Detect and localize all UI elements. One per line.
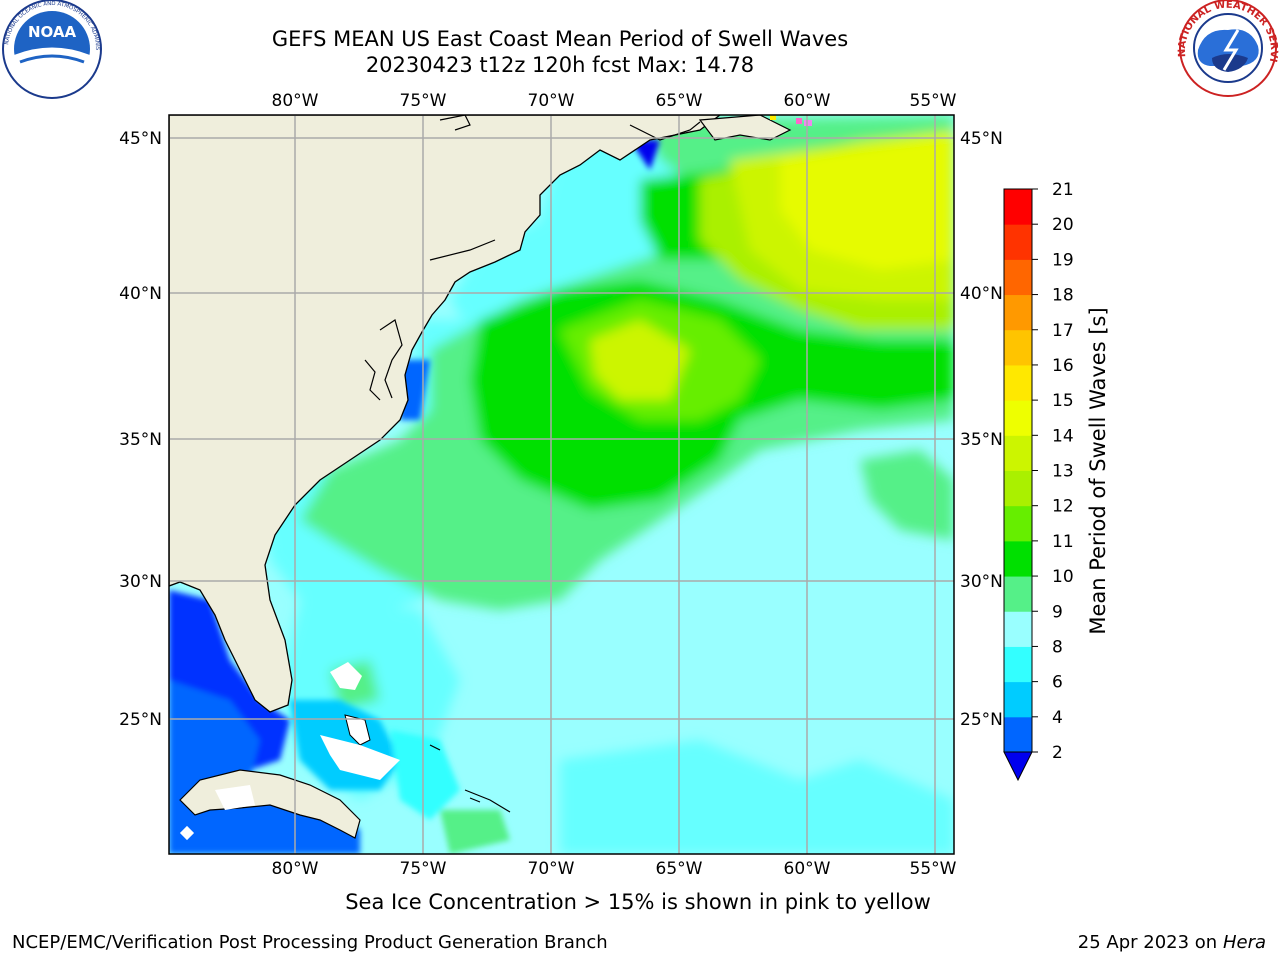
lat-tick-right: 40°N	[960, 284, 1003, 304]
lon-tick-top: 55°W	[910, 91, 957, 111]
title-line-2: 20230423 t12z 120h fcst Max: 14.78	[365, 53, 755, 77]
colorbar-tick-label: 12	[1052, 497, 1074, 517]
colorbar-tick-label: 15	[1052, 391, 1074, 411]
lat-tick-left: 40°N	[119, 284, 162, 304]
lat-tick-left: 30°N	[119, 572, 162, 592]
lon-tick-top: 75°W	[400, 91, 447, 111]
colorbar-tick-label: 4	[1052, 708, 1063, 728]
graticule	[169, 115, 954, 854]
colorbar-tick-label: 8	[1052, 637, 1063, 657]
lon-tick-top: 80°W	[272, 91, 319, 111]
lon-tick-top: 60°W	[784, 91, 831, 111]
credit-left: NCEP/EMC/Verification Post Processing Pr…	[12, 932, 608, 953]
colorbar-segment	[1004, 646, 1032, 683]
colorbar-segment	[1004, 611, 1032, 647]
lat-tick-left: 25°N	[119, 710, 162, 730]
colorbar-segment	[1004, 259, 1032, 296]
svg-text:NATIONAL WEATHER SERVICE: NATIONAL WEATHER SERVICE	[0, 0, 1279, 63]
colorbar-tick-label: 19	[1052, 250, 1074, 270]
lon-tick-top: 65°W	[656, 91, 703, 111]
title-line-1: GEFS MEAN US East Coast Mean Period of S…	[271, 27, 849, 51]
colorbar-tick-label: 20	[1052, 215, 1074, 235]
colorbar-label: Mean Period of Swell Waves [s]	[1086, 307, 1110, 634]
lat-tick-left: 35°N	[119, 430, 162, 450]
colorbar-tick-label: 2	[1052, 743, 1063, 763]
noaa-logo-text: NOAA	[28, 23, 77, 41]
map-area	[169, 115, 954, 854]
lon-tick-bottom: 65°W	[656, 859, 703, 879]
colorbar-tick-label: 14	[1052, 426, 1074, 446]
credit-machine: Hera	[1222, 932, 1266, 953]
land	[169, 115, 792, 841]
colorbar-segment	[1004, 435, 1032, 471]
colorbar-segment	[1004, 540, 1032, 577]
lat-tick-right: 45°N	[960, 129, 1003, 149]
colorbar-tick-label: 9	[1052, 602, 1063, 622]
noaa-logo: NOAA NATIONAL OCEANIC AND ATMOSPHERIC AD…	[0, 0, 102, 99]
colorbar-tick-label: 13	[1052, 462, 1074, 482]
colorbar-segment	[1004, 189, 1032, 225]
map-title: GEFS MEAN US East Coast Mean Period of S…	[160, 26, 960, 78]
colorbar-tick-label: 17	[1052, 321, 1074, 341]
lon-ticks-top: 80°W 75°W 70°W 65°W 60°W 55°W	[272, 91, 957, 111]
colorbar-segment	[1004, 470, 1032, 507]
credit-date: 25 Apr 2023 on	[1077, 932, 1218, 953]
colorbar-tick-label: 18	[1052, 286, 1074, 306]
colorbar: 2 4 6 8 9 10 11 12 13 14 15 16 17 18 19 20 21	[1003, 180, 1074, 782]
colorbar-tick-label: 16	[1052, 356, 1074, 376]
colorbar-segment	[1004, 576, 1032, 612]
credit-right: 25 Apr 2023 on Hera	[1078, 932, 1266, 953]
lat-ticks-left: 45°N 40°N 35°N 30°N 25°N	[119, 129, 162, 730]
lat-tick-right: 25°N	[960, 710, 1003, 730]
colorbar-segment	[1004, 364, 1032, 401]
colorbar-segment	[1004, 681, 1032, 718]
colorbar-segment	[1004, 224, 1032, 260]
lat-tick-right: 30°N	[960, 572, 1003, 592]
colorbar-segment	[1004, 505, 1032, 542]
nws-ring-text: NATIONAL WEATHER SERVICE	[0, 0, 1279, 63]
lon-tick-bottom: 60°W	[784, 859, 831, 879]
lon-ticks-bottom: 80°W 75°W 70°W 65°W 60°W 55°W	[272, 859, 957, 879]
colorbar-segment	[1004, 716, 1032, 753]
lat-tick-left: 45°N	[119, 129, 162, 149]
lat-tick-right: 35°N	[960, 430, 1003, 450]
nws-logo: NATIONAL WEATHER SERVICE	[0, 0, 1279, 97]
swell-period-field	[260, 115, 954, 854]
colorbar-tick-label: 6	[1052, 673, 1063, 693]
sea-ice-note: Sea Ice Concentration > 15% is shown in …	[345, 890, 931, 914]
colorbar-segment	[1004, 294, 1032, 331]
colorbar-segment	[1004, 329, 1032, 366]
colorbar-tick-label: 21	[1052, 180, 1074, 200]
lon-tick-bottom: 70°W	[528, 859, 575, 879]
colorbar-tick-label: 10	[1052, 567, 1074, 587]
colorbar-tick-label: 11	[1052, 532, 1074, 552]
colorbar-segment	[1004, 400, 1032, 436]
lon-tick-bottom: 75°W	[400, 859, 447, 879]
sea-ice-pixels	[770, 115, 812, 126]
lat-ticks-right: 45°N 40°N 35°N 30°N 25°N	[960, 129, 1003, 730]
lon-tick-top: 70°W	[528, 91, 575, 111]
lon-tick-bottom: 55°W	[910, 859, 957, 879]
colorbar-under-arrow	[1003, 751, 1033, 782]
map-frame	[168, 114, 955, 855]
lon-tick-bottom: 80°W	[272, 859, 319, 879]
coastlines	[364, 115, 701, 813]
